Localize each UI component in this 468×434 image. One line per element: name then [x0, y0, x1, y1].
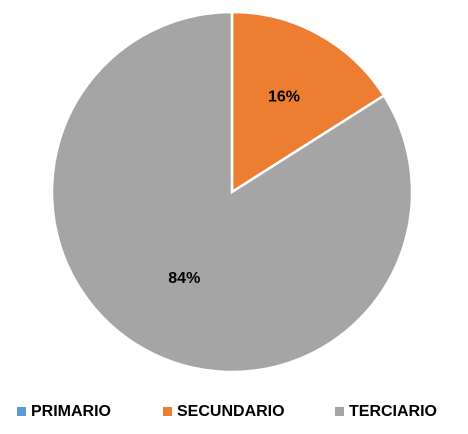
data-label: 16%: [268, 89, 300, 106]
data-label: 84%: [168, 270, 200, 287]
legend-label: PRIMARIO: [31, 403, 111, 420]
legend-label: SECUNDARIO: [177, 403, 285, 420]
pie-slice: [50, 10, 414, 374]
legend-label: TERCIARIO: [349, 403, 437, 420]
pie-slice: [230, 10, 386, 195]
legend-swatch: [17, 407, 26, 416]
legend-swatch: [335, 407, 344, 416]
legend-swatch: [163, 407, 172, 416]
